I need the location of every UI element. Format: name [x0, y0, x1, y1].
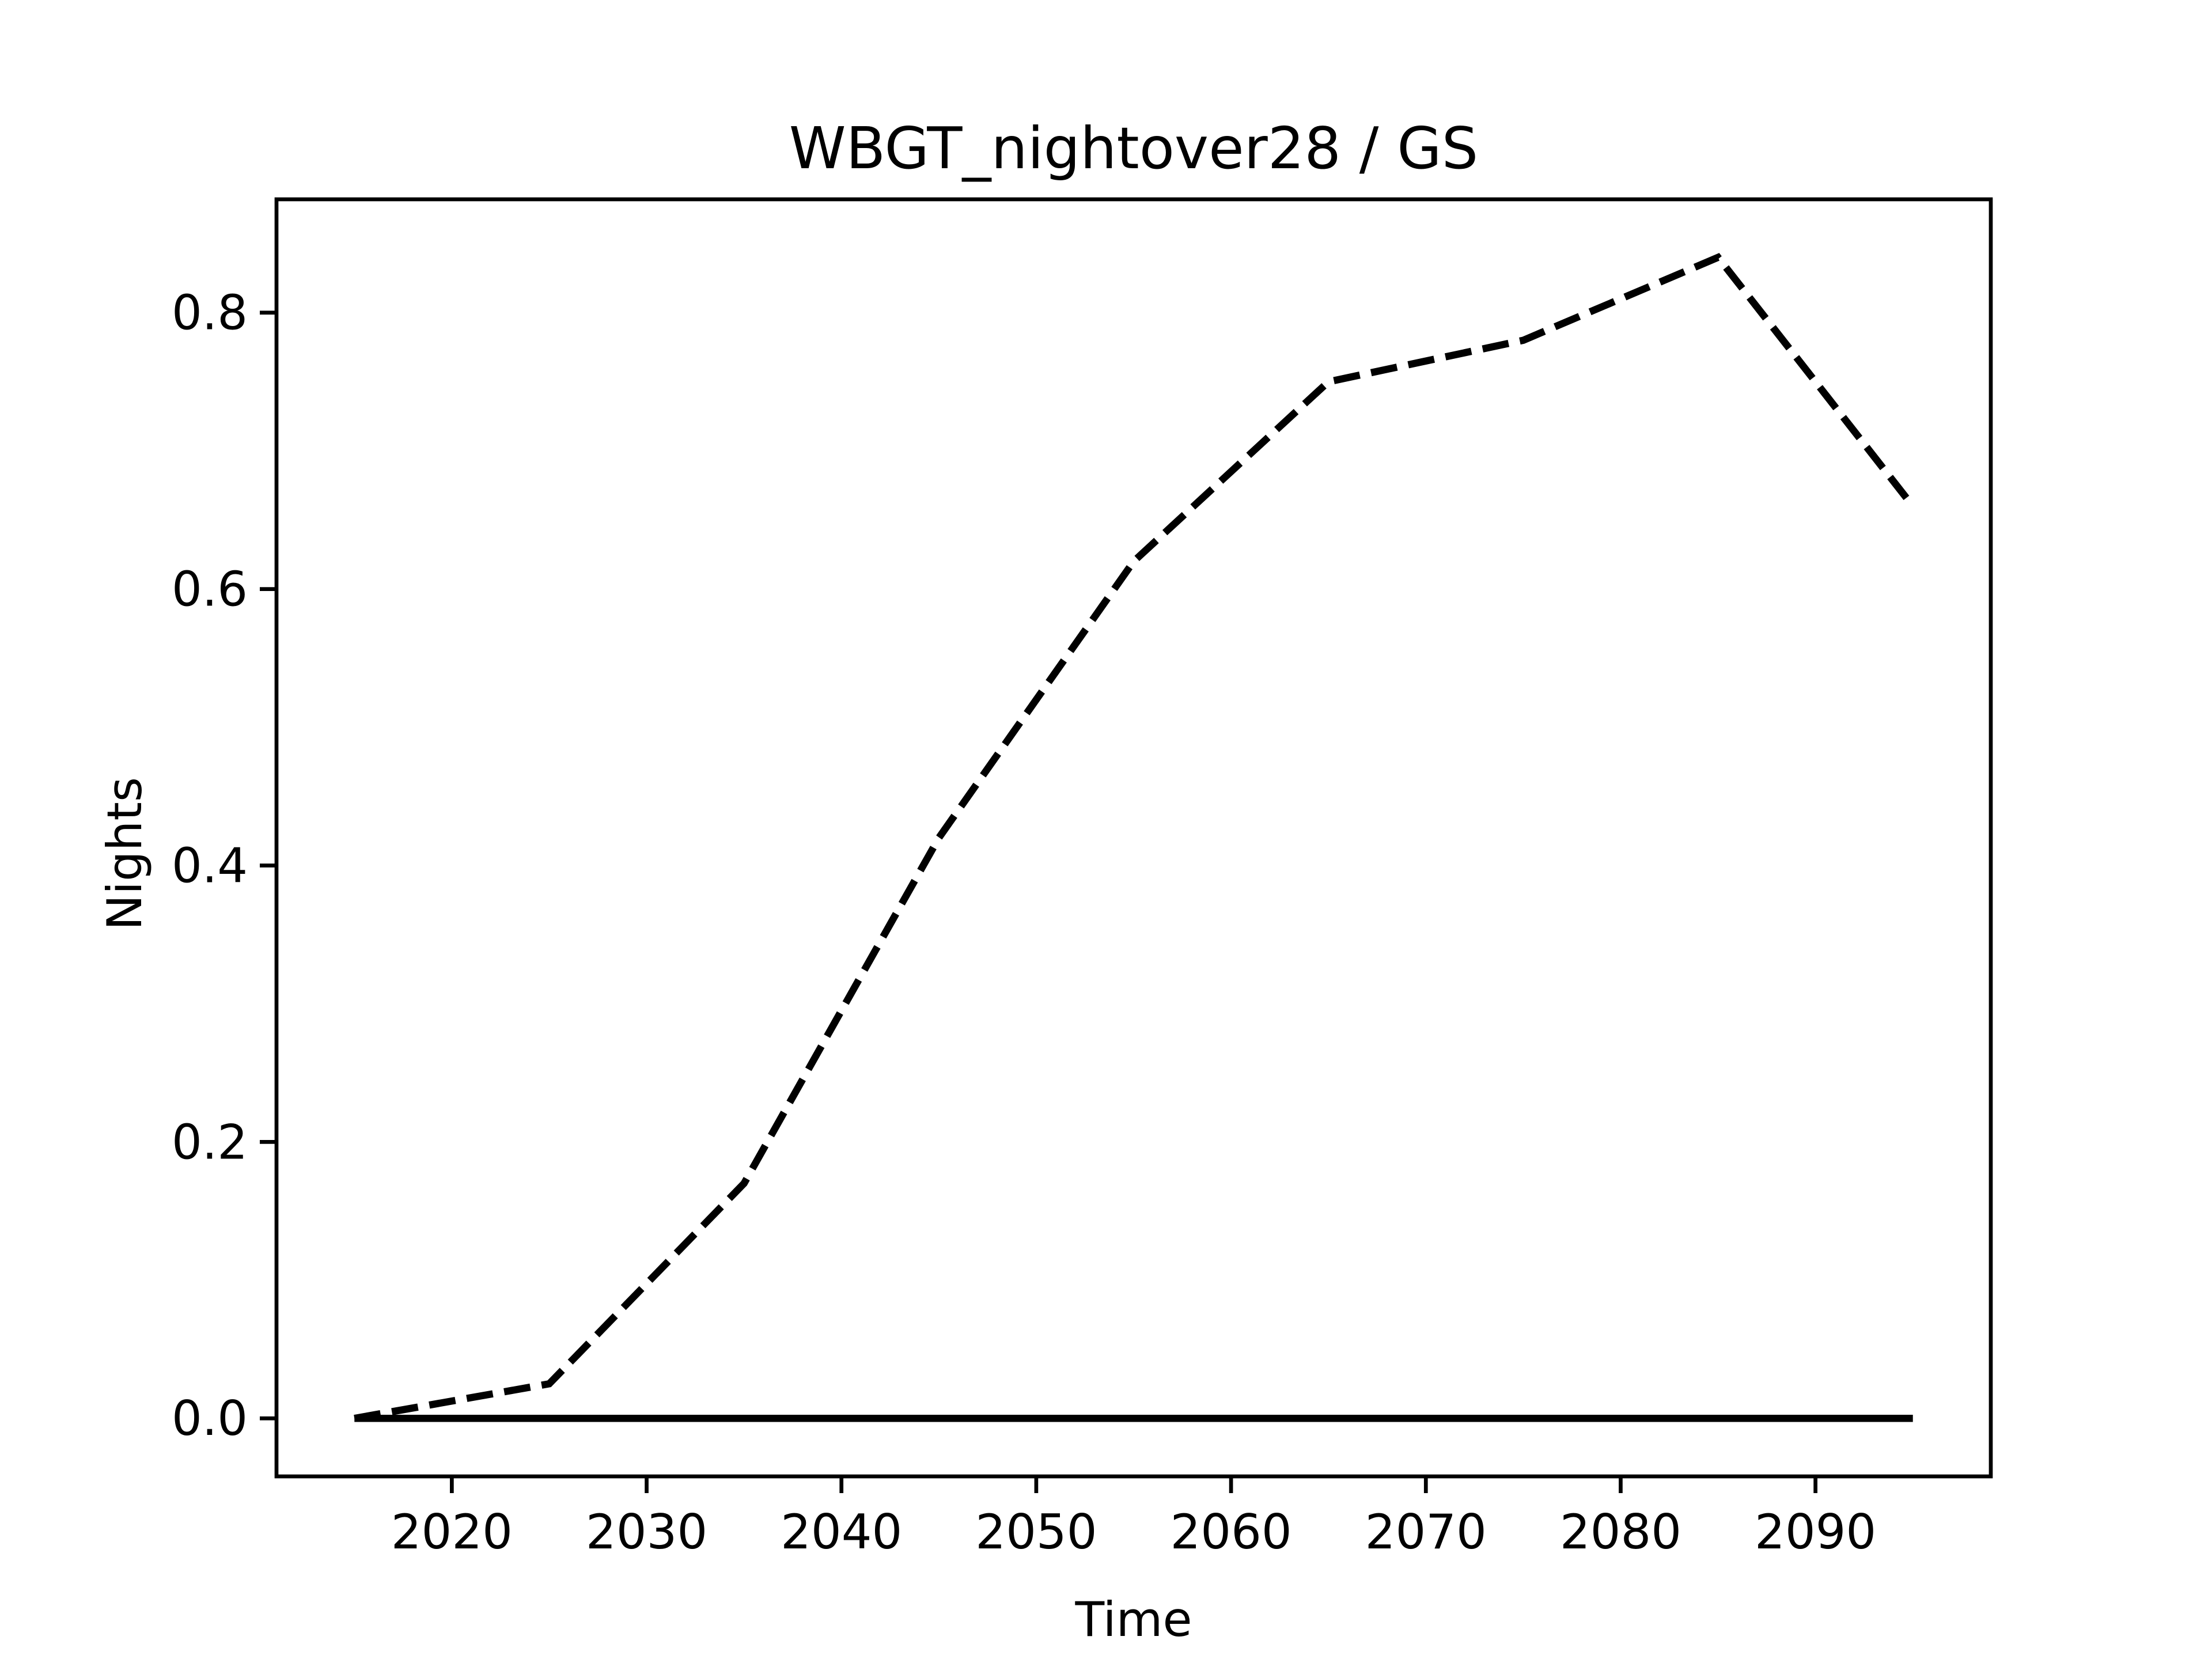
- x-tick-label: 2020: [391, 1504, 513, 1560]
- y-tick-label: 0.4: [172, 838, 248, 893]
- y-tick-label: 0.6: [172, 562, 248, 618]
- y-tick-label: 0.0: [172, 1391, 248, 1446]
- x-tick-label: 2070: [1365, 1504, 1487, 1560]
- y-tick-label: 0.2: [172, 1114, 248, 1170]
- x-tick-label: 2060: [1170, 1504, 1291, 1560]
- plot-frame: [274, 197, 1993, 1479]
- x-tick-label: 2030: [586, 1504, 707, 1560]
- x-tick-label: 2040: [781, 1504, 902, 1560]
- y-axis-label: Nights: [97, 777, 153, 930]
- x-tick-label: 2050: [975, 1504, 1097, 1560]
- x-axis-label: Time: [1074, 1592, 1192, 1647]
- y-tick-label: 0.8: [172, 285, 248, 341]
- x-tick-label: 2080: [1560, 1504, 1681, 1560]
- series-line: [354, 253, 1916, 1422]
- chart-title: WBGT_nightover28 / GS: [789, 115, 1478, 182]
- x-tick-label: 2090: [1755, 1504, 1876, 1560]
